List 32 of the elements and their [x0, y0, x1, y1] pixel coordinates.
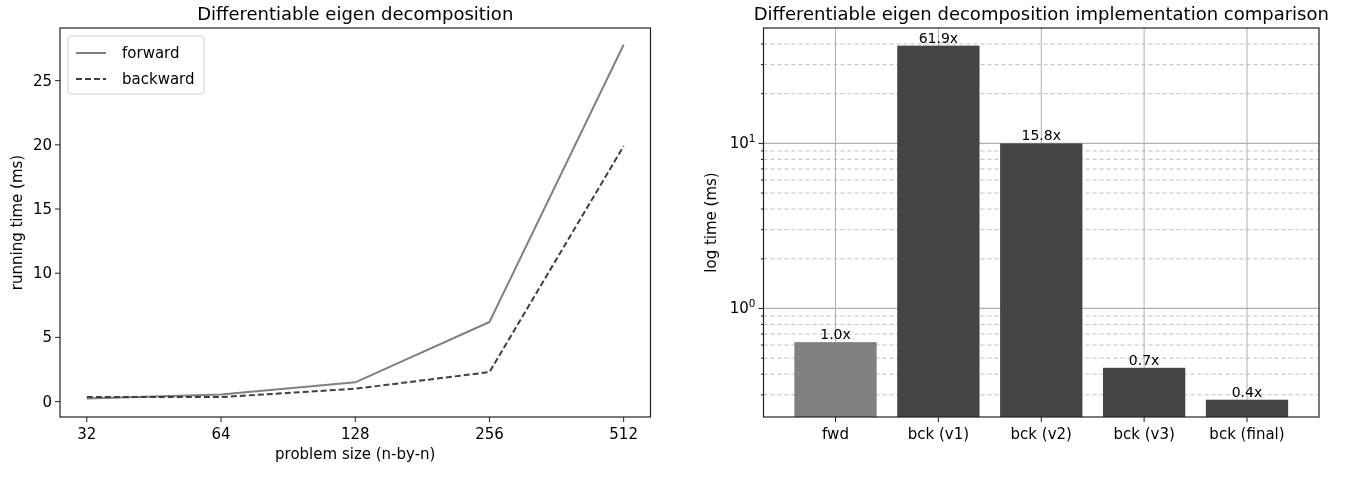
x-tick-label: bck (v2)	[1010, 425, 1072, 443]
y-tick-label: 25	[32, 71, 52, 90]
y-tick-label: 15	[32, 200, 52, 219]
y-tick-label: 0	[42, 392, 52, 411]
x-tick-label: 256	[475, 425, 504, 443]
x-tick-label: 128	[340, 425, 370, 443]
line-series	[85, 43, 625, 400]
x-tick-label: bck (final)	[1209, 425, 1285, 443]
chart-title: Differentiable eigen decomposition	[197, 3, 514, 24]
y-tick-label: 5	[42, 328, 52, 347]
annotation: 0.7x	[1128, 351, 1160, 368]
annotation: 0.4x	[1231, 383, 1263, 400]
y-axis-title: running time (ms)	[8, 154, 26, 291]
line-series	[85, 145, 625, 399]
y-tick-label: 10$^{0}$	[729, 297, 756, 318]
y-tick-label: 10$^{1}$	[729, 132, 756, 153]
y-tick-label: 10	[32, 264, 52, 283]
x-tick-label: 32	[77, 425, 97, 443]
y-axis-title: log time (ms)	[701, 172, 720, 273]
chart-title: Differentiable eigen decomposition implementation comparison	[753, 3, 1329, 24]
annotation: 1.0x	[820, 326, 851, 343]
x-tick-label: bck (v1)	[907, 425, 970, 443]
y-tick-label: 20	[32, 135, 52, 154]
x-tick-label: bck (v3)	[1113, 425, 1175, 443]
annotation: 61.9x	[918, 29, 959, 46]
x-tick-label: fwd	[822, 425, 849, 443]
legend-label: forward	[122, 44, 180, 62]
x-tick-label: 64	[211, 425, 231, 443]
x-tick-label: 512	[609, 425, 638, 443]
x-axis-title: problem size (n-by-n)	[275, 445, 436, 463]
legend-label: backward	[122, 70, 195, 88]
annotation: 15.8x	[1021, 127, 1061, 144]
